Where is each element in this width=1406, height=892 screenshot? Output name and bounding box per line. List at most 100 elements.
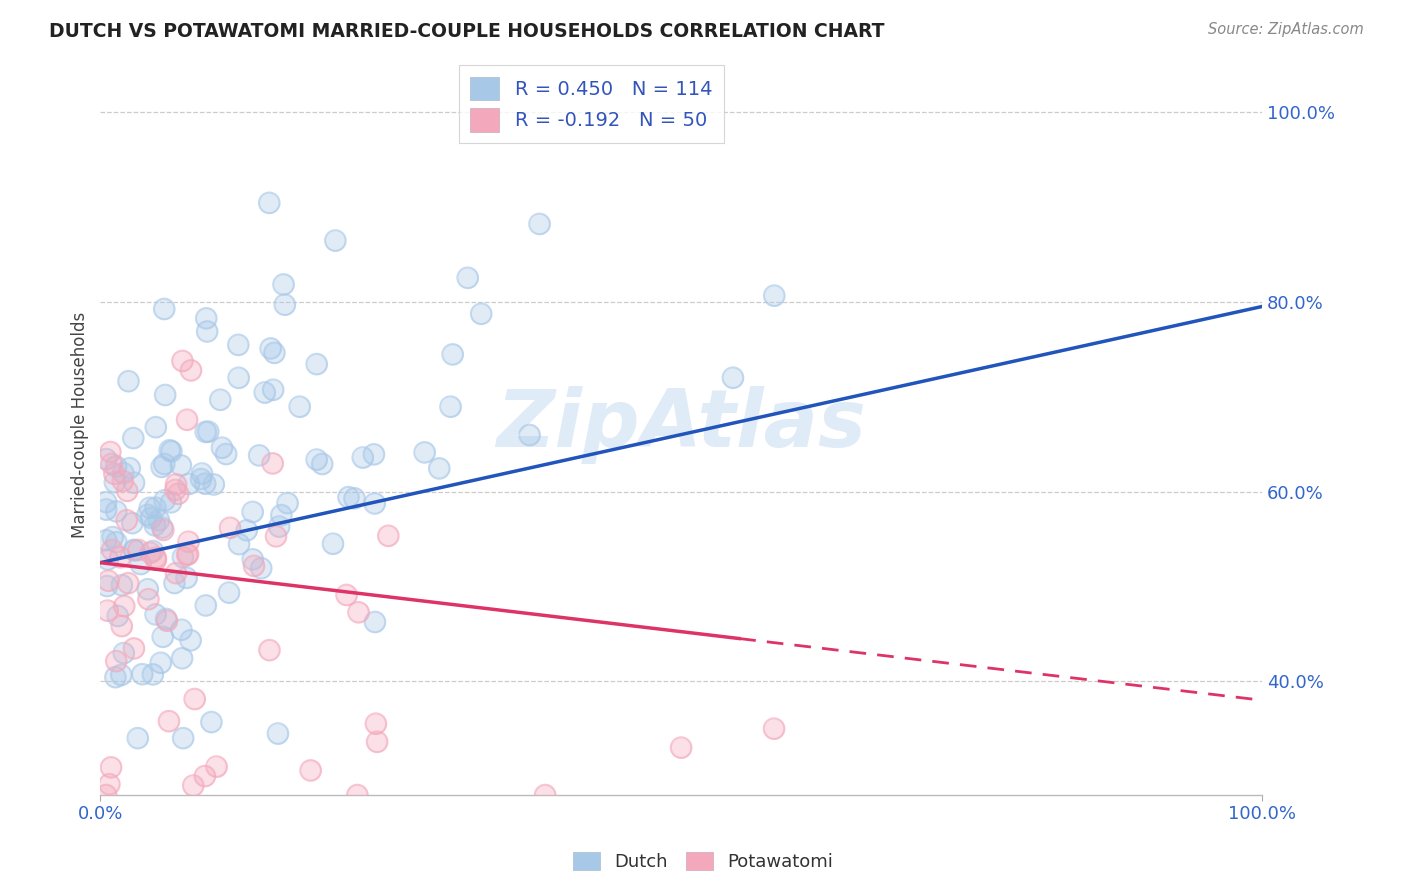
- Point: [96, 452, 118, 467]
- Point: [219, 521, 242, 535]
- Point: [377, 529, 399, 543]
- Point: [534, 788, 557, 802]
- Point: [145, 607, 167, 622]
- Point: [98, 777, 121, 791]
- Point: [177, 477, 200, 491]
- Point: [363, 447, 385, 461]
- Point: [260, 342, 283, 356]
- Point: [197, 425, 219, 439]
- Point: [105, 504, 128, 518]
- Point: [153, 388, 176, 402]
- Point: [242, 505, 264, 519]
- Point: [211, 441, 233, 455]
- Point: [163, 576, 186, 591]
- Point: [159, 443, 181, 458]
- Point: [364, 716, 387, 731]
- Point: [112, 599, 135, 613]
- Point: [441, 347, 464, 361]
- Point: [142, 667, 165, 681]
- Point: [180, 633, 202, 648]
- Point: [263, 346, 285, 360]
- Point: [274, 298, 297, 312]
- Point: [228, 537, 250, 551]
- Point: [190, 472, 212, 486]
- Point: [262, 457, 284, 471]
- Point: [156, 614, 179, 628]
- Point: [153, 493, 176, 508]
- Point: [439, 400, 461, 414]
- Point: [150, 520, 173, 534]
- Point: [305, 357, 328, 371]
- Point: [191, 467, 214, 481]
- Point: [100, 457, 122, 471]
- Point: [299, 764, 322, 778]
- Point: [111, 578, 134, 592]
- Point: [143, 518, 166, 533]
- Point: [138, 592, 160, 607]
- Point: [111, 619, 134, 633]
- Point: [470, 307, 492, 321]
- Point: [299, 764, 322, 778]
- Point: [305, 452, 328, 467]
- Point: [127, 731, 149, 746]
- Point: [470, 307, 492, 321]
- Point: [176, 413, 198, 427]
- Point: [97, 552, 120, 566]
- Point: [352, 450, 374, 465]
- Legend: R = 0.450   N = 114, R = -0.192   N = 50: R = 0.450 N = 114, R = -0.192 N = 50: [458, 65, 724, 144]
- Point: [288, 400, 311, 414]
- Y-axis label: Married-couple Households: Married-couple Households: [72, 312, 89, 538]
- Point: [131, 667, 153, 681]
- Point: [195, 311, 218, 326]
- Point: [103, 467, 125, 481]
- Point: [264, 529, 287, 543]
- Point: [145, 552, 167, 566]
- Point: [155, 612, 177, 626]
- Point: [364, 615, 387, 629]
- Point: [136, 508, 159, 522]
- Point: [202, 477, 225, 491]
- Point: [97, 574, 120, 588]
- Point: [105, 459, 128, 474]
- Point: [177, 534, 200, 549]
- Point: [250, 561, 273, 575]
- Point: [194, 425, 217, 439]
- Point: [122, 542, 145, 557]
- Point: [141, 511, 163, 525]
- Point: [176, 571, 198, 585]
- Point: [97, 574, 120, 588]
- Point: [172, 731, 194, 746]
- Point: [273, 277, 295, 292]
- Point: [165, 483, 187, 497]
- Point: [139, 546, 162, 560]
- Point: [335, 588, 357, 602]
- Point: [194, 599, 217, 613]
- Point: [107, 609, 129, 624]
- Point: [172, 550, 194, 565]
- Point: [180, 363, 202, 377]
- Point: [118, 461, 141, 475]
- Point: [101, 542, 124, 557]
- Point: [457, 270, 479, 285]
- Point: [145, 420, 167, 434]
- Point: [160, 495, 183, 509]
- Legend: Dutch, Potawatomi: Dutch, Potawatomi: [565, 845, 841, 879]
- Point: [277, 496, 299, 510]
- Point: [105, 459, 128, 474]
- Point: [127, 543, 149, 558]
- Point: [183, 692, 205, 706]
- Point: [96, 533, 118, 548]
- Point: [346, 788, 368, 802]
- Point: [112, 599, 135, 613]
- Point: [104, 475, 127, 490]
- Point: [322, 537, 344, 551]
- Point: [346, 788, 368, 802]
- Point: [267, 726, 290, 740]
- Point: [148, 513, 170, 527]
- Point: [105, 504, 128, 518]
- Point: [124, 543, 146, 558]
- Point: [111, 474, 134, 488]
- Point: [153, 301, 176, 316]
- Point: [277, 496, 299, 510]
- Point: [97, 604, 120, 618]
